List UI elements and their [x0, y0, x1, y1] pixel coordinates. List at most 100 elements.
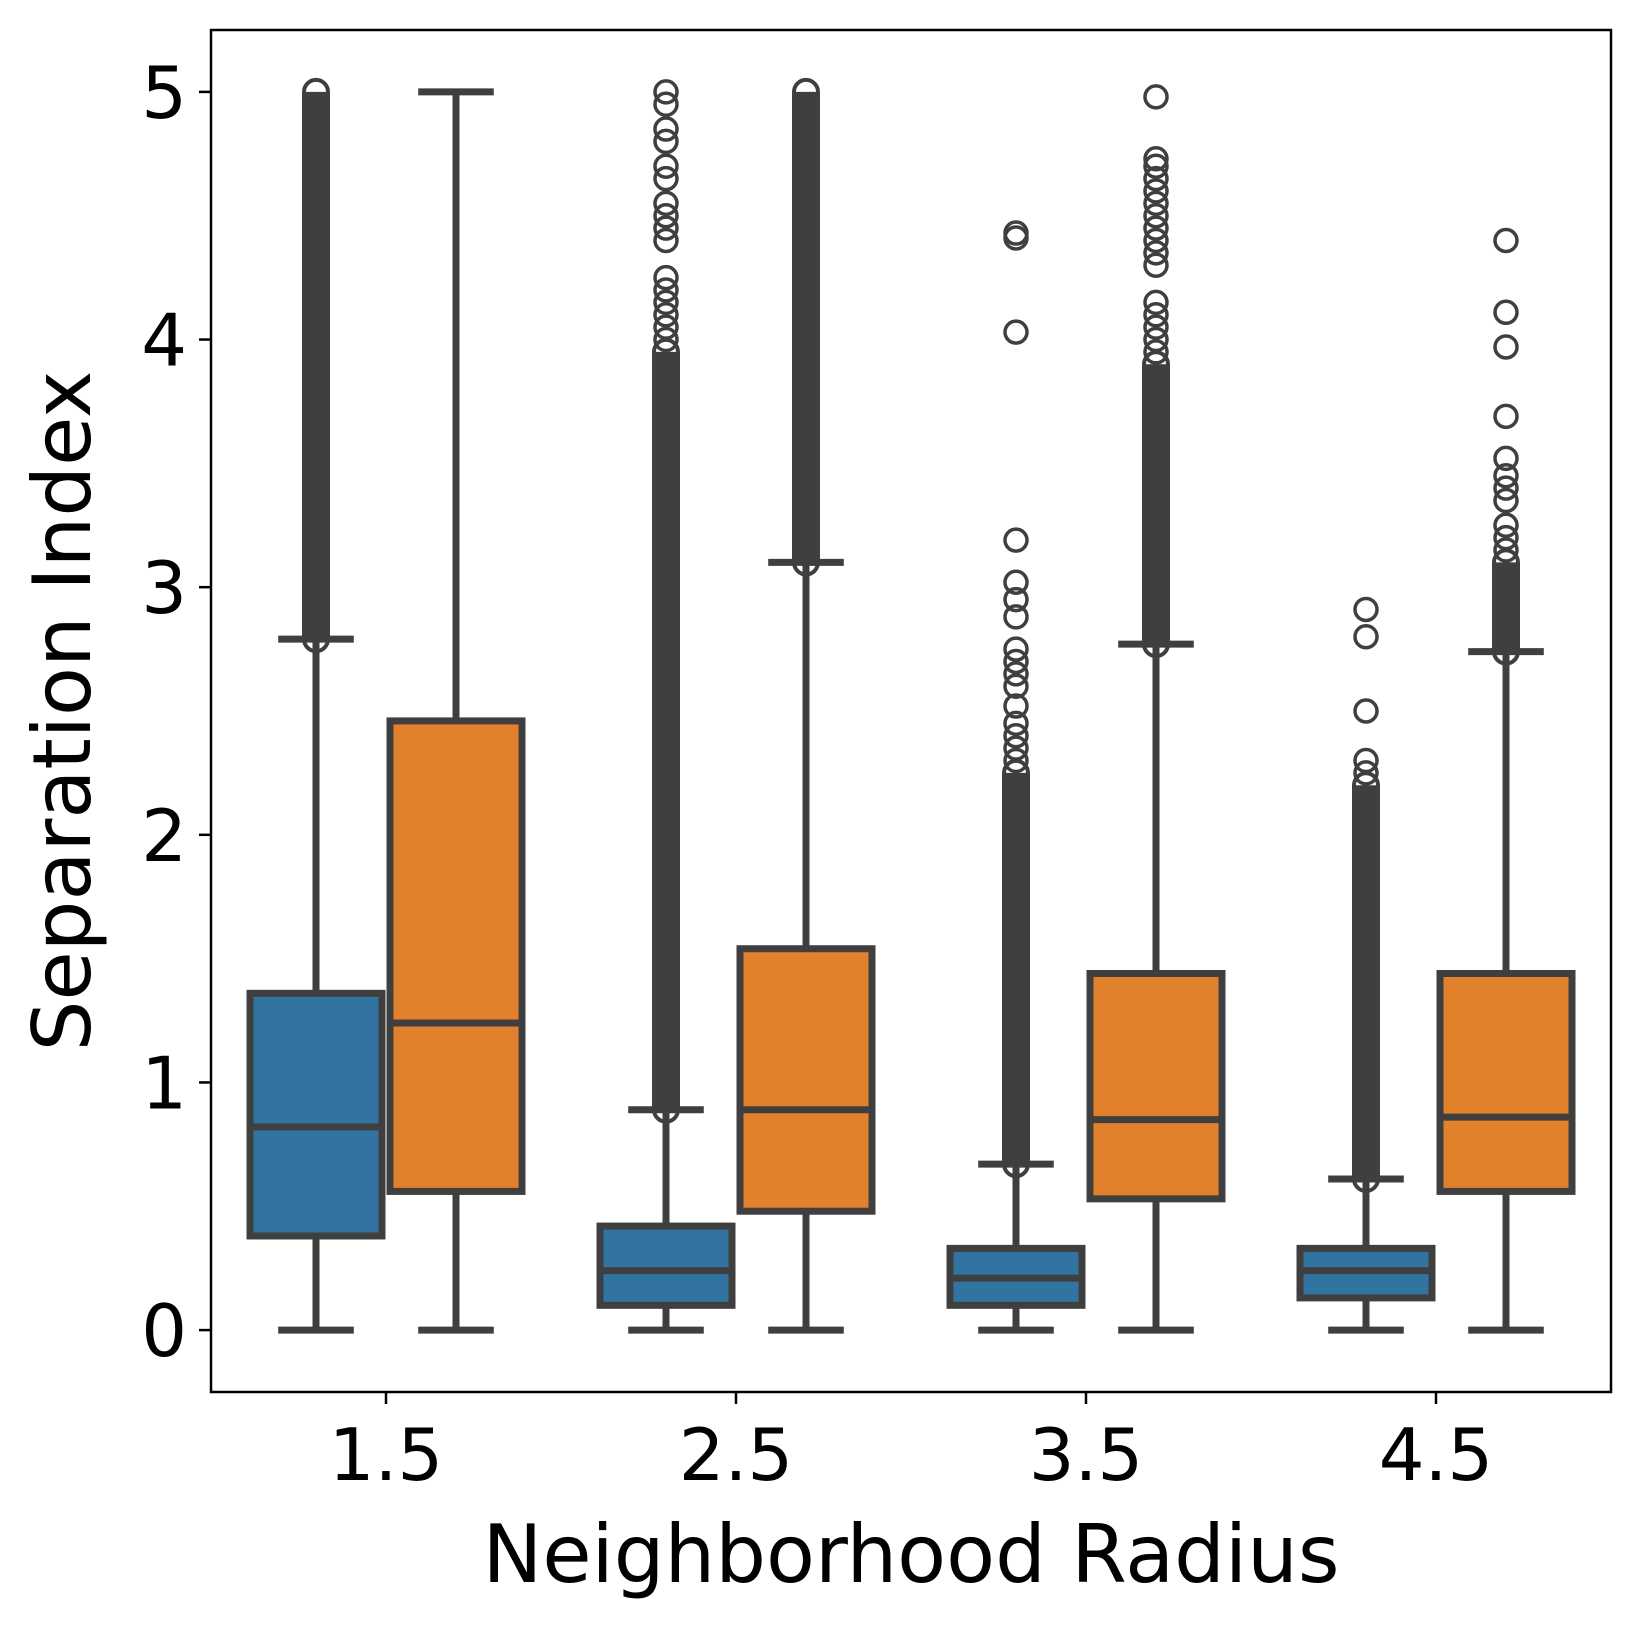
outlier-point: [1003, 723, 1029, 749]
outlier-point: [1493, 403, 1519, 430]
outlier-cluster: [302, 77, 330, 654]
x-tick-label: 4.5: [1379, 1413, 1494, 1497]
outlier-cluster: [1142, 350, 1170, 659]
x-tick-label: 2.5: [679, 1413, 794, 1497]
plot-area-frame: [209, 28, 1613, 1394]
outlier-point: [1003, 604, 1029, 630]
outlier-cluster: [1002, 758, 1030, 1179]
box-group: [386, 88, 526, 1334]
outlier-point: [1493, 445, 1519, 472]
outlier-point: [653, 326, 679, 353]
outlier-cluster: [652, 337, 680, 1124]
outlier-point: [653, 302, 679, 328]
box-group: [246, 77, 386, 1334]
outlier-point: [1003, 735, 1029, 761]
box-iqr: [736, 945, 876, 1215]
box-group: [596, 79, 736, 1334]
outlier-point: [1143, 227, 1169, 254]
outlier-point: [1003, 693, 1029, 719]
y-tick-label: 5: [141, 51, 187, 135]
y-tick-label: 1: [141, 1041, 187, 1125]
outlier-point: [1143, 146, 1169, 172]
outlier-point: [1003, 527, 1029, 553]
outlier-point: [1493, 462, 1519, 489]
outlier-point: [653, 91, 679, 118]
outlier-point: [1143, 202, 1169, 229]
x-tick-label: 1.5: [329, 1413, 444, 1497]
outlier-point: [653, 227, 679, 254]
outlier-point: [1493, 512, 1519, 539]
outlier-point: [653, 128, 679, 155]
outlier-point: [1143, 302, 1169, 328]
outlier-point: [1143, 178, 1169, 204]
outlier-point: [653, 116, 679, 142]
outlier-point: [1353, 760, 1379, 786]
outlier-point: [1143, 314, 1169, 340]
outlier-point: [653, 289, 679, 316]
outlier-point: [1353, 623, 1379, 650]
box-group: [1086, 84, 1226, 1334]
y-axis-label: Separation Index: [16, 371, 109, 1052]
outlier-point: [1143, 240, 1169, 266]
outlier-point: [1003, 673, 1029, 699]
y-tick-label: 4: [141, 299, 187, 383]
outlier-point: [1493, 487, 1519, 514]
outlier-point: [653, 202, 679, 229]
outlier-point: [1143, 165, 1169, 192]
outlier-point: [1143, 215, 1169, 241]
outlier-point: [1143, 84, 1169, 110]
outlier-point: [1003, 661, 1029, 687]
box-group: [1436, 227, 1576, 1334]
outlier-point: [1003, 636, 1029, 662]
outlier-point: [653, 264, 679, 291]
outlier-cluster: [1352, 771, 1380, 1194]
x-tick-label: 3.5: [1029, 1413, 1144, 1497]
outlier-point: [1143, 190, 1169, 217]
box-iqr: [596, 1222, 736, 1309]
outlier-point: [1003, 319, 1029, 345]
outlier-cluster: [792, 77, 820, 577]
y-tick-label: 0: [141, 1289, 187, 1373]
outlier-point: [1143, 153, 1169, 179]
outlier-point: [1353, 596, 1379, 623]
outlier-point: [653, 314, 679, 340]
box-group: [736, 77, 876, 1334]
plot-marks: [246, 77, 1576, 1334]
outlier-point: [1003, 747, 1029, 774]
outlier-point: [1003, 220, 1029, 246]
y-tick-label: 2: [141, 794, 187, 878]
outlier-point: [653, 79, 679, 105]
outlier-point: [653, 215, 679, 241]
y-tick-label: 3: [141, 546, 187, 630]
outlier-point: [1143, 326, 1169, 353]
outlier-point: [653, 165, 679, 192]
outlier-point: [1493, 537, 1519, 563]
outlier-point: [1493, 524, 1519, 551]
outlier-point: [1493, 475, 1519, 501]
box-group: [1296, 596, 1436, 1334]
outlier-point: [1003, 569, 1029, 595]
outlier-point: [1143, 289, 1169, 316]
outlier-point: [653, 277, 679, 303]
outlier-point: [1003, 586, 1029, 613]
outlier-point: [1353, 747, 1379, 774]
outlier-point: [1493, 334, 1519, 360]
box-iqr: [1086, 969, 1226, 1203]
box-iqr: [246, 989, 386, 1240]
outlier-point: [1353, 698, 1379, 724]
outlier-cluster: [1492, 548, 1520, 666]
x-axis-ticks: 1.5 2.5 3.5 4.5: [329, 1392, 1494, 1497]
outlier-point: [1143, 252, 1169, 279]
y-axis-ticks: 0 1 2 3 4 5: [141, 51, 211, 1373]
outlier-point: [1493, 299, 1519, 326]
outlier-point: [653, 153, 679, 179]
box-group: [946, 220, 1086, 1334]
outlier-point: [1143, 339, 1169, 365]
box-iqr: [386, 717, 526, 1195]
x-axis-label: Neighborhood Radius: [482, 1508, 1339, 1601]
outlier-point: [1003, 648, 1029, 675]
outlier-point: [653, 190, 679, 217]
outlier-point: [1493, 227, 1519, 254]
outlier-point: [1003, 710, 1029, 737]
